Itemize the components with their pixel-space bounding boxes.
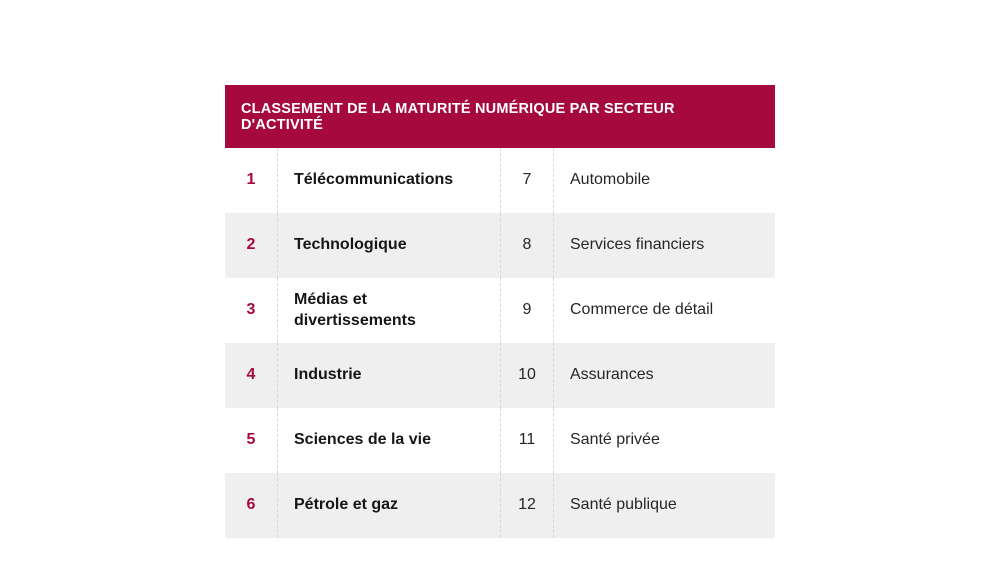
table-row: 3 Médias et divertissements 9 Commerce d… (225, 278, 775, 343)
right-sector: Automobile (553, 148, 775, 213)
right-sector: Services financiers (553, 213, 775, 278)
left-sector: Technologique (277, 213, 500, 278)
table-row: 2 Technologique 8 Services financiers (225, 213, 775, 278)
left-rank: 2 (246, 236, 256, 254)
table-row: 6 Pétrole et gaz 12 Santé publique (225, 473, 775, 538)
left-sector: Télécommunications (277, 148, 500, 213)
table-row: 5 Sciences de la vie 11 Santé privée (225, 408, 775, 473)
right-rank: 8 (500, 213, 553, 278)
right-rank: 11 (500, 408, 553, 473)
right-rank: 12 (500, 473, 553, 538)
right-rank: 10 (500, 343, 553, 408)
table-body: 1 Télécommunications 7 Automobile 2 Tech… (225, 148, 775, 538)
right-sector: Assurances (553, 343, 775, 408)
left-rank: 6 (246, 496, 256, 514)
right-sector: Santé privée (553, 408, 775, 473)
left-rank: 1 (246, 171, 256, 189)
table-row: 4 Industrie 10 Assurances (225, 343, 775, 408)
left-sector: Médias et divertissements (277, 278, 500, 343)
left-rank: 3 (246, 301, 256, 319)
digital-maturity-ranking-table: CLASSEMENT DE LA MATURITÉ NUMÉRIQUE PAR … (225, 85, 775, 538)
left-rank: 5 (246, 431, 256, 449)
table-title: CLASSEMENT DE LA MATURITÉ NUMÉRIQUE PAR … (225, 85, 775, 148)
right-rank: 7 (500, 148, 553, 213)
right-sector: Santé publique (553, 473, 775, 538)
left-sector: Pétrole et gaz (277, 473, 500, 538)
right-rank: 9 (500, 278, 553, 343)
table-row: 1 Télécommunications 7 Automobile (225, 148, 775, 213)
left-sector: Sciences de la vie (277, 408, 500, 473)
left-sector: Industrie (277, 343, 500, 408)
right-sector: Commerce de détail (553, 278, 775, 343)
left-rank: 4 (246, 366, 256, 384)
